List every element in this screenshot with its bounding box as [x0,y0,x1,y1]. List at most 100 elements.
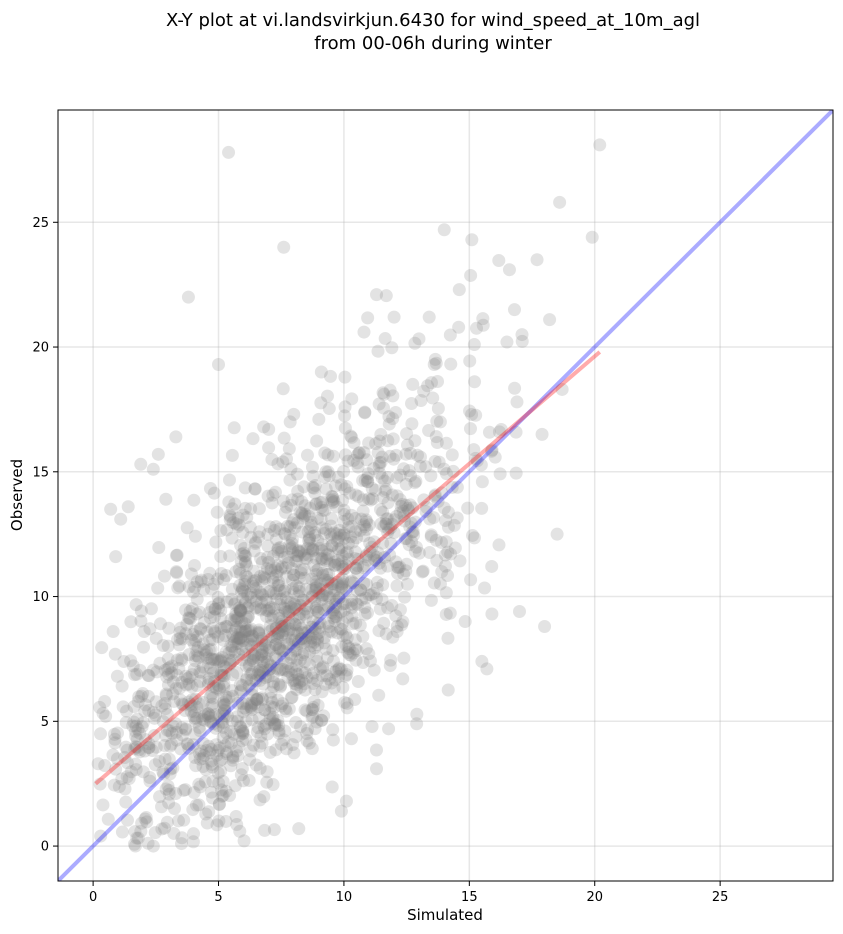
data-point [207,486,221,500]
data-point [348,693,362,707]
data-point [328,558,342,572]
data-point [135,816,149,830]
data-point [245,629,259,643]
data-point [326,733,340,747]
data-point [269,743,283,757]
data-point [276,697,290,711]
data-point [214,783,228,797]
data-point [157,767,171,781]
data-point [289,715,303,729]
data-point [156,715,170,729]
data-point [197,709,211,723]
data-point [269,621,283,635]
data-point [198,713,212,727]
data-point [482,425,496,439]
data-point [266,571,280,585]
data-point [293,545,307,559]
data-point [279,591,293,605]
data-point [325,539,339,553]
data-point [361,311,375,325]
data-point [230,620,244,634]
data-point [181,737,195,751]
data-point [233,719,247,733]
data-point [428,489,442,503]
data-point [262,555,276,569]
data-point [431,401,445,415]
data-point [284,651,298,665]
data-point [287,627,301,641]
data-point [249,758,263,772]
data-point [334,663,348,677]
data-point [445,480,459,494]
data-point [475,475,489,489]
data-point [358,473,372,487]
data-point [310,434,324,448]
data-point [215,650,229,664]
data-point [323,591,337,605]
data-point [374,517,388,531]
data-point [303,536,317,550]
data-point [543,313,557,327]
data-point [468,375,482,389]
y-tick-label: 10 [32,590,49,605]
data-point [277,431,291,445]
data-point [349,561,363,575]
data-point [300,704,314,718]
data-point [143,770,157,784]
y-axis-label: Observed [8,459,26,531]
data-point [158,821,172,835]
data-point [274,737,288,751]
data-point [233,566,247,580]
data-point [165,659,179,673]
data-point [205,760,219,774]
data-point [332,591,346,605]
data-point [253,525,267,539]
data-point [148,826,162,840]
data-point [206,774,220,788]
data-point [301,548,315,562]
data-point [492,253,506,267]
data-point [256,677,270,691]
data-point [345,609,359,623]
data-point [378,474,392,488]
data-point [226,516,240,530]
data-point [367,586,381,600]
data-point [347,436,361,450]
data-point [175,837,189,851]
data-point [379,483,393,497]
data-point [512,605,526,619]
data-point [171,633,185,647]
data-point [182,611,196,625]
data-point [342,647,356,661]
data-point [126,659,140,673]
data-point [203,661,217,675]
data-point [365,540,379,554]
data-point [399,447,413,461]
data-point [219,569,233,582]
data-point [258,572,272,586]
data-point [282,664,296,678]
data-point [243,753,257,767]
data-point [214,612,228,626]
data-point [229,565,243,579]
data-point [288,633,302,647]
data-point [362,647,376,661]
data-point [313,496,327,510]
data-point [300,552,314,566]
data-point [161,678,175,692]
data-point [312,412,326,426]
data-point [305,627,319,641]
data-point [340,610,354,624]
data-point [282,442,296,456]
data-point [535,427,549,441]
data-point [255,574,269,588]
data-point [399,498,413,512]
data-point [289,665,303,679]
chart-title-line1: X-Y plot at vi.landsvirkjun.6430 for win… [166,10,700,31]
data-point [341,645,355,659]
data-point [263,624,277,638]
data-point [274,562,288,576]
data-point [274,540,288,554]
data-point [335,555,349,569]
data-point [233,603,247,617]
